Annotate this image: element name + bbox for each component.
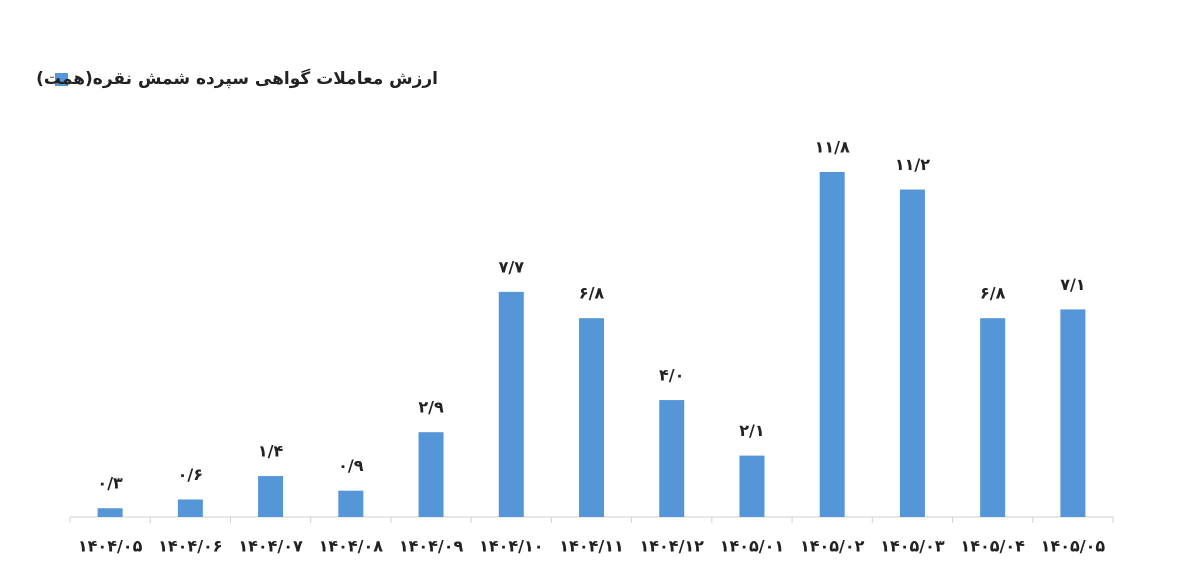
x-tick-label: ۱۴۰۵/۰۲ [800, 537, 865, 556]
x-tick-label: ۱۴۰۴/۱۰ [479, 537, 543, 556]
x-tick-label: ۱۴۰۵/۰۴ [960, 537, 1025, 556]
x-tick-label: ۱۴۰۴/۰۷ [238, 537, 303, 556]
value-label: ۷/۱ [1060, 275, 1085, 294]
value-label: ۰/۶ [178, 465, 203, 484]
x-tick-label: ۱۴۰۴/۰۹ [399, 537, 464, 556]
x-tick-label: ۱۴۰۴/۱۲ [640, 537, 705, 556]
bar [980, 318, 1006, 517]
bar [338, 490, 364, 517]
x-tick-label: ۱۴۰۴/۱۱ [559, 537, 623, 556]
value-label: ۰/۳ [97, 474, 123, 493]
x-tick-label: ۱۴۰۵/۰۵ [1041, 537, 1106, 556]
bar [498, 291, 524, 517]
bar [258, 476, 284, 517]
bar [659, 400, 685, 517]
value-label: ۱۱/۲ [895, 155, 930, 174]
bar [819, 172, 845, 517]
x-tick-label: ۱۴۰۵/۰۱ [720, 537, 784, 556]
x-tick-label: ۱۴۰۴/۰۵ [78, 537, 143, 556]
legend-label: ارزش معاملات گواهی سپرده شمش نقره(همت) [36, 68, 438, 89]
bar [97, 508, 123, 517]
legend-swatch [55, 73, 68, 86]
value-label: ۱/۴ [258, 442, 284, 461]
value-label: ۷/۷ [499, 257, 525, 276]
bar [899, 189, 925, 518]
x-tick-label: ۱۴۰۵/۰۳ [880, 537, 945, 556]
bar [739, 455, 765, 517]
bar [1060, 309, 1086, 517]
x-tick-label: ۱۴۰۴/۰۸ [319, 537, 384, 556]
bar [418, 432, 444, 517]
value-label: ۲/۱ [739, 421, 764, 440]
x-tick-label: ۱۴۰۴/۰۶ [158, 537, 222, 556]
value-label: ۶/۸ [579, 284, 605, 303]
bar [177, 499, 203, 517]
value-label: ۱۱/۸ [815, 138, 850, 157]
bar [579, 318, 604, 517]
value-label: ۶/۸ [980, 284, 1006, 303]
value-label: ۴/۰ [659, 366, 684, 385]
value-label: ۲/۹ [418, 398, 444, 417]
value-label: ۰/۹ [338, 456, 364, 475]
